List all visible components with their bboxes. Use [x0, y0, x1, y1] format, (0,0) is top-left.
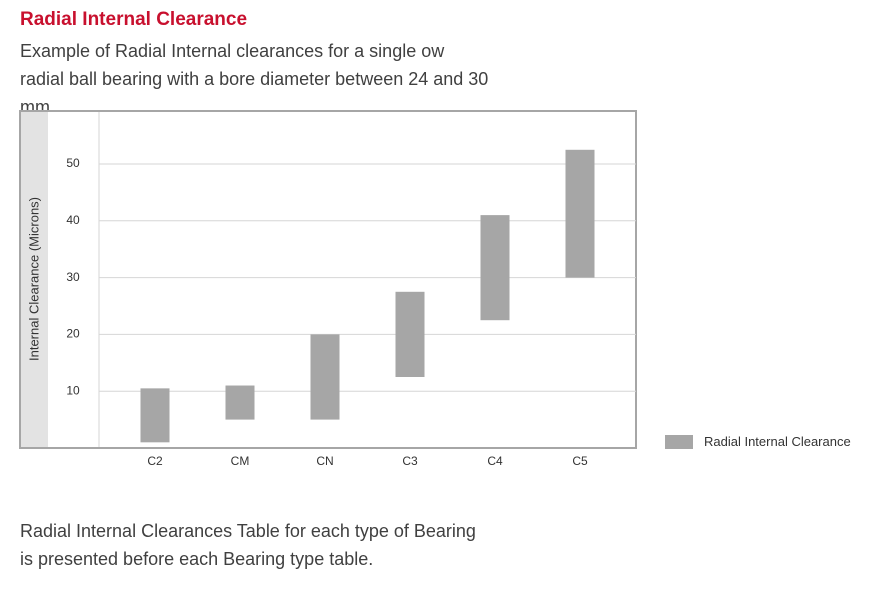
page-title: Radial Internal Clearance [20, 9, 248, 30]
legend: Radial Internal Clearance [665, 434, 851, 449]
y-axis-label: Internal Clearance (Microns) [26, 197, 41, 361]
ylabel-band [21, 112, 48, 447]
gridlines [99, 163, 636, 392]
y-tick-label: 30 [66, 270, 80, 284]
y-tick-label: 10 [66, 383, 80, 397]
y-tick-labels: 10 20 30 40 50 [66, 156, 80, 397]
x-tick-label: C4 [487, 454, 503, 468]
y-tick-label: 50 [66, 156, 80, 170]
legend-swatch [665, 434, 693, 449]
bar-c5 [565, 149, 595, 278]
x-tick-label: C3 [402, 454, 418, 468]
x-tick-label: C5 [572, 454, 588, 468]
bar-c2 [140, 388, 170, 443]
y-tick-label: 40 [66, 213, 80, 227]
page-subtitle: Example of Radial Internal clearances fo… [20, 41, 489, 117]
bars [140, 149, 595, 443]
legend-label: Radial Internal Clearance [704, 434, 851, 449]
bar-c4 [480, 215, 510, 321]
bar-c3 [395, 291, 425, 377]
x-tick-labels: C2 CM CN C3 C4 C5 [147, 454, 588, 468]
bar-cn [310, 334, 340, 420]
y-tick-label: 20 [66, 327, 80, 341]
footer-note: Radial Internal Clearances Table for eac… [20, 521, 476, 569]
bar-cm [225, 385, 255, 420]
x-tick-label: CM [231, 454, 250, 468]
x-tick-label: C2 [147, 454, 163, 468]
x-tick-label: CN [316, 454, 333, 468]
